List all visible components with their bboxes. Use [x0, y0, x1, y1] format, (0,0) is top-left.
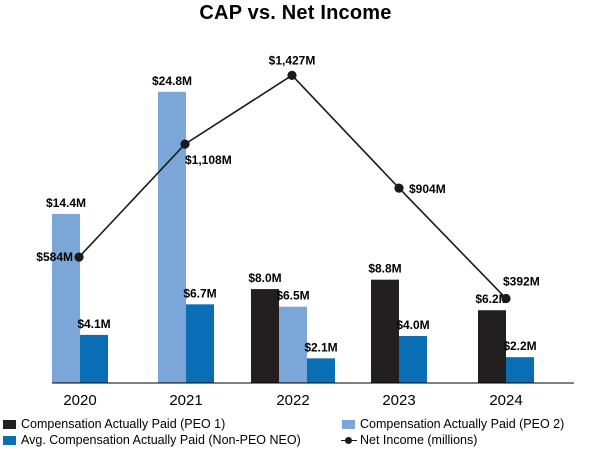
x-tick-label-2020: 2020 — [63, 392, 96, 409]
bar-neo-2021 — [186, 304, 214, 383]
bar-peo1-2023 — [371, 279, 399, 383]
legend-label-net-income: Net Income (millions) — [360, 433, 478, 447]
data-label-peo2-2022: $6.5M — [276, 289, 309, 303]
legend-item-peo2: Compensation Actually Paid (PEO 2) — [342, 416, 564, 432]
x-tick-label-2024: 2024 — [489, 392, 522, 409]
data-label-peo1-2022: $8.0M — [248, 271, 281, 285]
net-income-label-2024: $392M — [503, 274, 540, 288]
legend-line-marker-icon — [341, 436, 357, 445]
net-income-point-2020 — [74, 252, 84, 262]
data-label-neo-2024: $2.2M — [503, 339, 536, 353]
net-income-label-2023: $904M — [409, 182, 446, 196]
legend-swatch-peo1 — [3, 419, 16, 429]
bars-layer: $8.0M $8.8M $6.2M $14.4M $24.8M $6.5M $4.1M $6.… — [46, 74, 537, 384]
bar-peo2-2021 — [158, 91, 186, 384]
bar-peo1-2024 — [478, 310, 506, 383]
chart-title: CAP vs. Net Income — [199, 2, 392, 24]
data-label-peo2-2021: $24.8M — [152, 74, 192, 88]
legend-label-peo2: Compensation Actually Paid (PEO 2) — [360, 417, 565, 431]
net-income-label-2020: $584M — [36, 250, 73, 264]
x-tick-label-2021: 2021 — [169, 392, 202, 409]
net-income-label-2022: $1,427M — [269, 53, 316, 67]
data-label-neo-2021: $6.7M — [183, 286, 216, 300]
legend-swatch-peo2 — [342, 419, 355, 429]
net-income-point-2021 — [180, 139, 190, 149]
data-label-peo1-2023: $8.8M — [368, 262, 401, 276]
net-income-point-2022 — [287, 70, 297, 80]
data-label-peo2-2020: $14.4M — [46, 196, 86, 210]
data-label-neo-2022: $2.1M — [304, 340, 337, 354]
bar-peo1-2022 — [251, 289, 279, 383]
legend-item-net-income: Net Income (millions) — [341, 432, 477, 448]
x-tick-label-2022: 2022 — [276, 392, 309, 409]
net-income-point-2023 — [394, 183, 404, 193]
bar-peo2-2022 — [279, 306, 307, 383]
legend-label-peo1: Compensation Actually Paid (PEO 1) — [21, 417, 226, 431]
bar-peo2-2020 — [52, 213, 80, 383]
data-label-neo-2020: $4.1M — [77, 317, 110, 331]
legend-swatch-neo — [3, 435, 16, 445]
data-label-peo1-2024: $6.2M — [475, 292, 508, 306]
legend-label-neo: Avg. Compensation Actually Paid (Non-PEO… — [21, 433, 301, 447]
x-tick-labels: 2020 2021 2022 2023 2024 — [63, 392, 522, 409]
net-income-point-2024 — [501, 293, 511, 304]
legend-item-peo1: Compensation Actually Paid (PEO 1) — [3, 416, 225, 432]
bar-neo-2022 — [307, 358, 335, 383]
net-income-line-layer: $584M $1,108M $1,427M $904M $392M — [36, 53, 540, 304]
x-tick-label-2023: 2023 — [382, 392, 415, 409]
net-income-label-2021: $1,108M — [185, 153, 232, 167]
data-label-neo-2023: $4.0M — [396, 318, 429, 332]
bar-neo-2020 — [80, 334, 108, 383]
bar-neo-2024 — [506, 357, 534, 383]
legend-item-neo: Avg. Compensation Actually Paid (Non-PEO… — [3, 432, 301, 448]
bar-neo-2023 — [399, 336, 427, 383]
